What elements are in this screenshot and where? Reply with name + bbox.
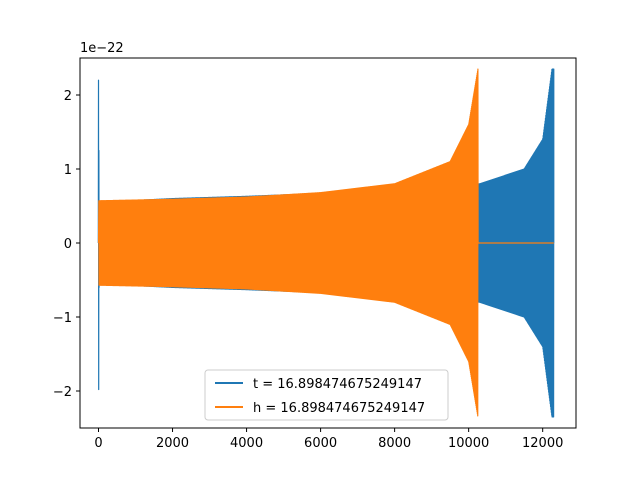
legend-box bbox=[204, 369, 449, 421]
legend-label-h: h = 16.898474675249147 bbox=[253, 401, 425, 416]
y-tick-label: −1 bbox=[53, 311, 72, 326]
x-tick-label: 10000 bbox=[448, 436, 489, 451]
y-tick-label: 2 bbox=[64, 89, 72, 104]
y-offset-text: 1e−22 bbox=[80, 41, 124, 56]
y-tick-label: −2 bbox=[53, 385, 72, 400]
x-tick-label: 0 bbox=[94, 436, 102, 451]
legend: t = 16.898474675249147 h = 16.8984746752… bbox=[204, 369, 449, 421]
y-tick-label: 0 bbox=[64, 237, 72, 252]
x-tick-label: 4000 bbox=[230, 436, 263, 451]
y-tick-label: 1 bbox=[64, 163, 72, 178]
series-layer bbox=[97, 68, 555, 418]
legend-label-t: t = 16.898474675249147 bbox=[253, 377, 422, 392]
x-tick-label: 2000 bbox=[156, 436, 189, 451]
x-tick-label: 12000 bbox=[522, 436, 563, 451]
x-tick-label: 8000 bbox=[378, 436, 411, 451]
x-tick-label: 6000 bbox=[304, 436, 337, 451]
y-axis: −2 −1 0 1 2 bbox=[53, 89, 80, 400]
x-axis: 0 2000 4000 6000 8000 10000 12000 bbox=[94, 428, 563, 451]
series-line-h bbox=[97, 68, 554, 417]
